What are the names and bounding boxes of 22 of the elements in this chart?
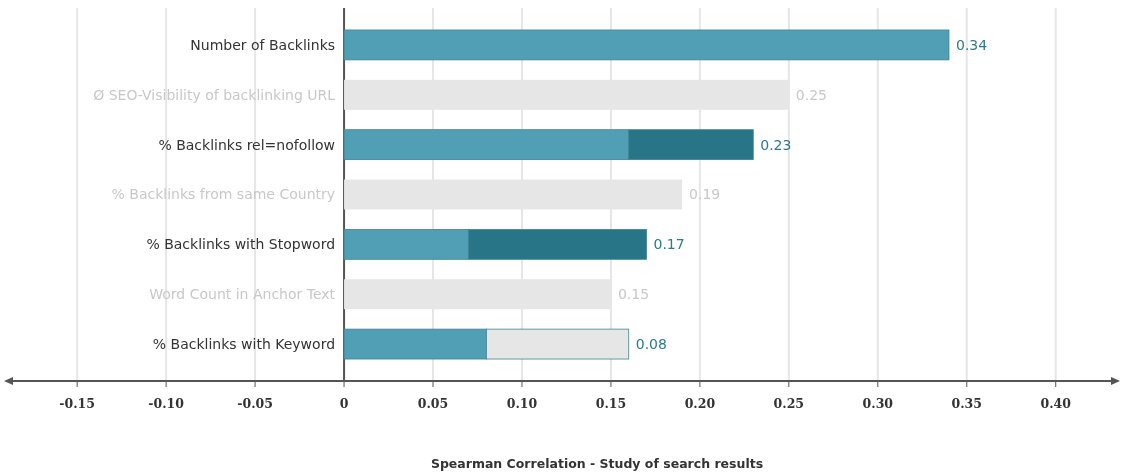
x-tick-label: 0.05 — [417, 396, 449, 411]
x-tick-label: 0 — [339, 396, 349, 411]
x-axis-title: Spearman Correlation - Study of search results — [430, 456, 764, 471]
y-tick-label: % Backlinks with Keyword — [152, 335, 336, 352]
y-tick-label: Number of Backlinks — [190, 36, 336, 53]
annotation: 0.34 — [955, 36, 988, 53]
annotation: 0.08 — [635, 335, 667, 352]
x-tick-label: 0.40 — [1040, 396, 1072, 411]
x-tick-label: 0.20 — [684, 396, 716, 411]
annotation: 0.17 — [653, 236, 685, 253]
x-tick-label: -0.10 — [148, 396, 185, 411]
annotation: 0.23 — [760, 136, 792, 153]
x-tick-label: 0.30 — [862, 396, 894, 411]
y-tick-label: % Backlinks rel=nofollow — [158, 136, 336, 153]
x-tick-label: -0.15 — [59, 396, 95, 411]
x-tick-label: 0.15 — [595, 396, 627, 411]
x-tick-label: 0.25 — [773, 396, 805, 411]
y-tick-label: % Backlinks with Stopword — [146, 236, 336, 253]
x-tick-label: 0.35 — [951, 396, 982, 411]
bar — [343, 29, 950, 61]
x-tick-label: -0.05 — [237, 396, 273, 411]
x-tick-label: 0.10 — [506, 396, 538, 411]
